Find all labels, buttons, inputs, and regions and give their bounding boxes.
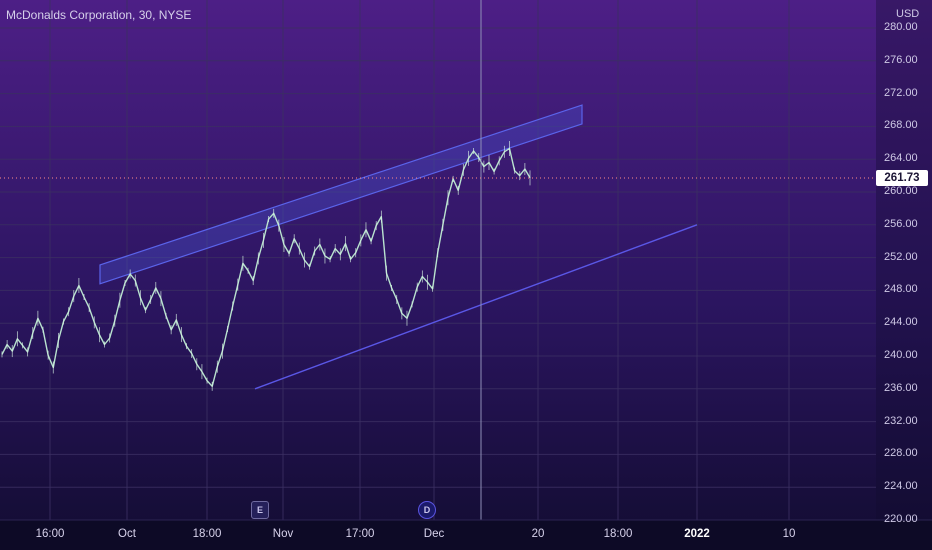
time-tick-label: 20 <box>531 528 545 540</box>
price-tick-label: 228.00 <box>884 447 918 460</box>
price-tick-label: 264.00 <box>884 152 918 165</box>
time-tick-label: 17:00 <box>345 528 375 540</box>
price-tick-label: 252.00 <box>884 250 918 263</box>
price-tick-label: 272.00 <box>884 86 918 99</box>
time-axis-panel[interactable] <box>0 520 932 550</box>
price-tick-label: 280.00 <box>884 21 918 33</box>
price-axis-panel[interactable] <box>876 0 932 520</box>
time-tick-label: 18:00 <box>603 528 633 540</box>
price-tick-label: 220.00 <box>884 513 918 525</box>
price-series <box>1 141 531 391</box>
time-tick-label: 10 <box>782 528 796 540</box>
price-line <box>1 147 531 387</box>
price-tick-label: 260.00 <box>884 185 918 197</box>
time-tick-label: Oct <box>118 528 136 540</box>
grid-lines <box>0 0 876 521</box>
currency-label: USD <box>896 8 920 20</box>
price-tick-label: 244.00 <box>884 316 918 329</box>
time-tick-label: Dec <box>423 528 445 540</box>
price-tick-label: 256.00 <box>884 217 918 230</box>
time-tick-label: 2022 <box>684 528 710 540</box>
price-tick-label: 232.00 <box>884 414 918 427</box>
time-tick-label: 16:00 <box>35 528 65 540</box>
channel-drawing[interactable] <box>99 104 698 390</box>
last-price-badge: 261.73 <box>876 170 928 186</box>
price-tick-label: 276.00 <box>884 53 918 66</box>
price-tick-label: 240.00 <box>884 349 918 361</box>
lower-trendline <box>254 224 698 390</box>
price-tick-label: 236.00 <box>884 381 918 394</box>
earnings-event-icon[interactable]: E <box>251 501 269 519</box>
time-tick-label: 18:00 <box>192 528 222 540</box>
price-tick-label: 268.00 <box>884 119 918 132</box>
dividend-event-icon[interactable]: D <box>418 501 436 519</box>
symbol-title[interactable]: McDonalds Corporation, 30, NYSE <box>6 8 192 22</box>
price-tick-label: 224.00 <box>884 480 918 493</box>
time-tick-label: Nov <box>272 528 294 540</box>
channel-band <box>99 104 583 285</box>
price-tick-label: 248.00 <box>884 283 918 296</box>
